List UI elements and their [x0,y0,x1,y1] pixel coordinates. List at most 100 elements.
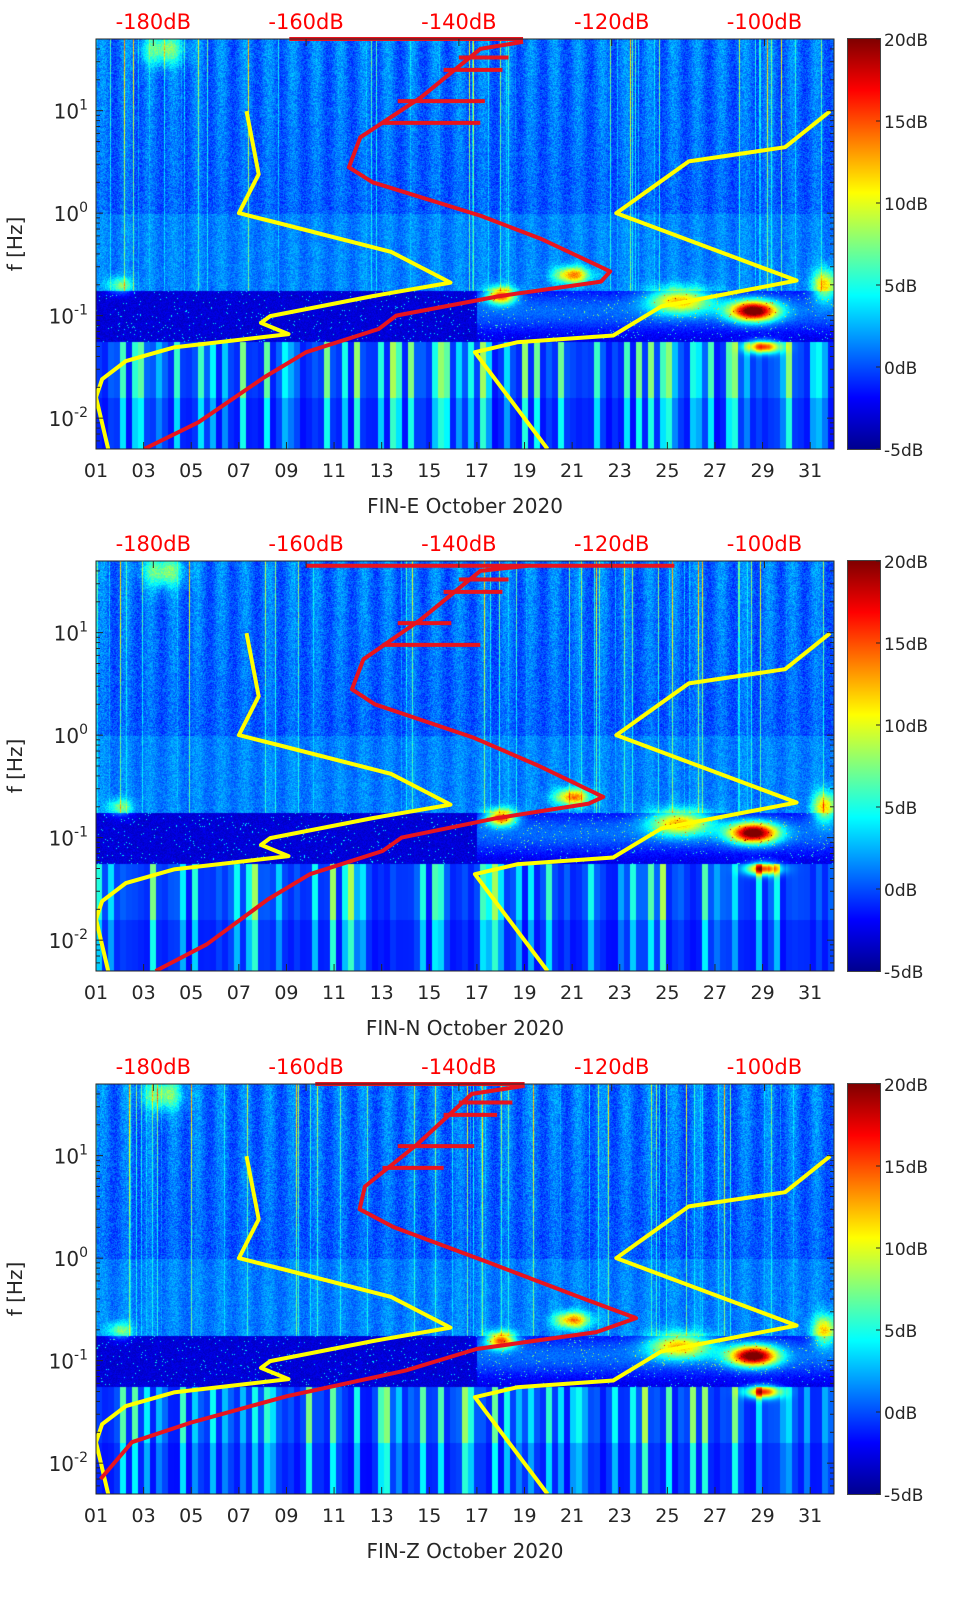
colorbar-tick-label: 15dB [884,113,928,133]
station-PSD-line [154,563,606,971]
x-axis-label: FIN-N October 2020 [366,1016,564,1040]
spectrogram-panel: 01 03 05 07 09 11 13 15 17 19 21 23 25 27 29 31 FIN-E Oc… [0,0,962,523]
y-tick-label: 10-1 [49,1348,88,1374]
x-tick-label: 03 [132,460,156,482]
top-tick-label: -180dB [116,1055,191,1079]
top-tick-label: -120dB [574,1055,649,1079]
colorbar-tick-label: 20dB [884,31,928,51]
x-tick-label: 31 [798,460,822,482]
top-tick-label: -140dB [421,532,496,556]
x-tick-label: 05 [179,982,203,1004]
y-tick-label: 10-1 [49,303,88,329]
colorbar-tick-label: 15dB [884,635,928,655]
top-tick-label: -180dB [116,532,191,556]
spectrogram-image [96,561,834,971]
x-tick-label: 23 [608,460,632,482]
x-tick-label: 21 [560,460,584,482]
x-tick-label: 05 [179,460,203,482]
station-PSD-line [143,39,613,449]
x-tick-label: 29 [750,1505,774,1527]
station-PSD-line [99,1083,639,1481]
x-tick-label: 07 [227,1505,251,1527]
x-tick-label: 25 [655,982,679,1004]
colorbar-tick-label: -5dB [884,1486,923,1506]
colorbar-tick-label: -5dB [884,441,923,461]
top-tick-label: -140dB [421,1055,496,1079]
top-tick-label: -100dB [727,10,802,34]
plot-frame [95,560,835,972]
x-tick-label: 17 [465,1505,489,1527]
y-tick-label: 10-2 [49,405,88,431]
x-tick-label: 11 [322,1505,346,1527]
x-tick-label: 17 [465,460,489,482]
x-tick-label: 13 [370,1505,394,1527]
x-tick-label: 05 [179,1505,203,1527]
y-axis-label: f [Hz] [3,217,27,272]
chart-overlay: 01 03 05 07 09 11 13 15 17 19 21 23 25 27 29 31 FIN-E Oc… [3,10,928,518]
x-tick-label: 23 [608,982,632,1004]
top-tick-label: -100dB [727,532,802,556]
x-tick-label: 27 [703,1505,727,1527]
colorbar-tick-label: 20dB [884,553,928,573]
x-tick-label: 17 [465,982,489,1004]
top-tick-label: -120dB [574,10,649,34]
x-tick-label: 07 [227,460,251,482]
y-tick-label: 100 [54,200,88,226]
x-tick-label: 23 [608,1505,632,1527]
x-tick-label: 27 [703,982,727,1004]
x-tick-label: 15 [417,460,441,482]
x-tick-label: 21 [560,1505,584,1527]
y-axis-label: f [Hz] [3,1262,27,1317]
x-tick-label: 29 [750,460,774,482]
x-tick-label: 03 [132,982,156,1004]
x-tick-label: 15 [417,982,441,1004]
x-tick-label: 01 [84,460,108,482]
colorbar-tick-label: 5dB [884,1322,917,1342]
spectrogram-panel: 01 03 05 07 09 11 13 15 17 19 21 23 25 27 29 31 FIN-N Oc… [0,522,962,1045]
chart-overlay: 01 03 05 07 09 11 13 15 17 19 21 23 25 27 29 31 FIN-Z Oc… [3,1055,928,1563]
colorbar-tick-label: 15dB [884,1158,928,1178]
top-tick-label: -180dB [116,10,191,34]
x-tick-label: 07 [227,982,251,1004]
colorbar-tick-label: 0dB [884,359,917,379]
x-tick-label: 27 [703,460,727,482]
x-axis-label: FIN-Z October 2020 [367,1539,564,1563]
x-tick-label: 13 [370,982,394,1004]
low-noise-model-line [96,632,453,971]
low-noise-model-line [96,110,453,449]
x-tick-label: 13 [370,460,394,482]
colorbar-tick-label: -5dB [884,963,923,983]
high-noise-model-line [472,109,832,449]
x-tick-label: 01 [84,982,108,1004]
x-axis-label: FIN-E October 2020 [367,494,563,518]
x-tick-label: 29 [750,982,774,1004]
spectrogram-image [96,1084,834,1494]
colorbar-tick-label: 0dB [884,1404,917,1424]
x-tick-label: 31 [798,1505,822,1527]
y-tick-label: 10-2 [49,927,88,953]
colorbar-tick-label: 5dB [884,799,917,819]
x-tick-label: 09 [274,460,298,482]
y-tick-label: 101 [54,98,88,124]
y-tick-label: 101 [54,620,88,646]
high-noise-model-line [472,1154,832,1494]
x-tick-label: 19 [512,460,536,482]
colorbar-tick-label: 10dB [884,1240,928,1260]
colorbar-tick-label: 0dB [884,881,917,901]
top-tick-label: -140dB [421,10,496,34]
low-noise-model-line [96,1155,453,1494]
x-tick-label: 09 [274,1505,298,1527]
colorbar [847,1083,881,1495]
colorbar-tick-label: 20dB [884,1076,928,1096]
x-tick-label: 25 [655,1505,679,1527]
top-tick-label: -160dB [268,10,343,34]
y-tick-label: 10-1 [49,825,88,851]
y-tick-label: 10-2 [49,1450,88,1476]
high-noise-model-line [472,631,832,971]
x-tick-label: 25 [655,460,679,482]
y-tick-label: 101 [54,1143,88,1169]
y-tick-label: 100 [54,1245,88,1271]
chart-overlay: 01 03 05 07 09 11 13 15 17 19 21 23 25 27 29 31 FIN-N Oc… [3,532,928,1040]
x-tick-label: 11 [322,460,346,482]
x-tick-label: 09 [274,982,298,1004]
